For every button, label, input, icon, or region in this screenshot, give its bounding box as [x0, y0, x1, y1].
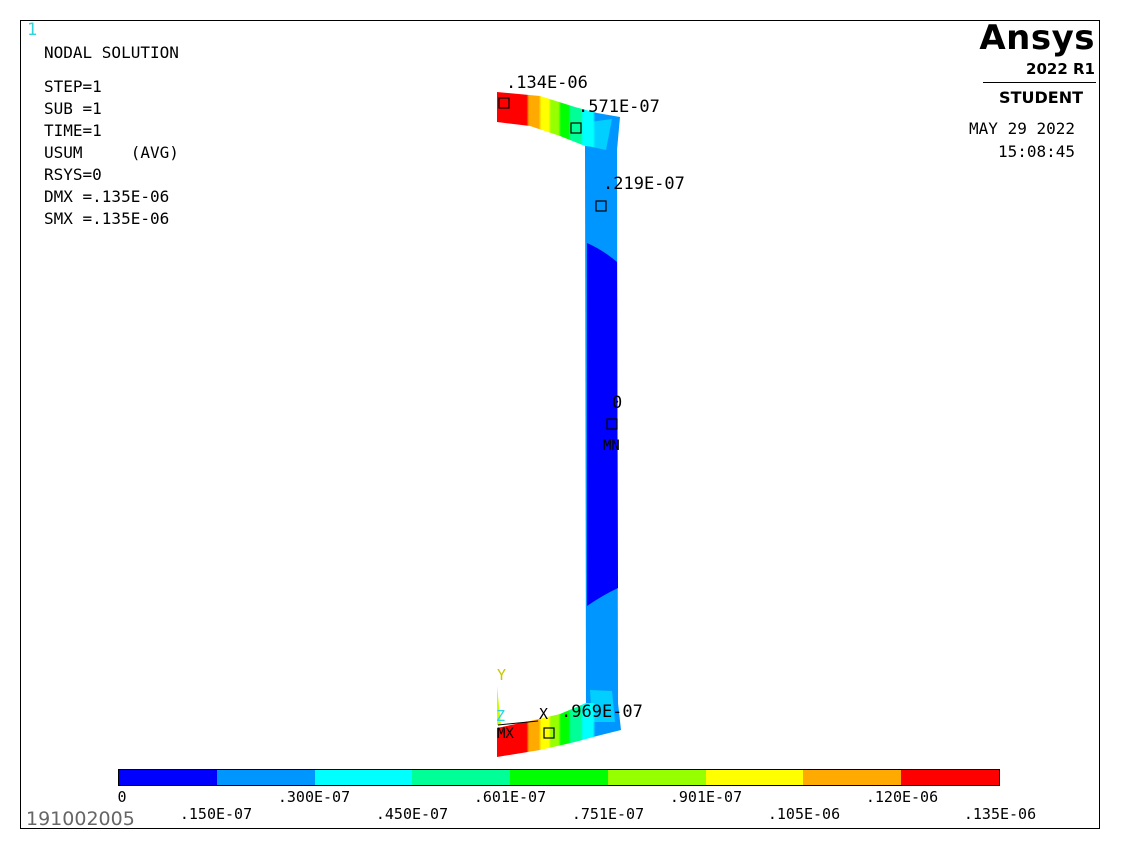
bottom-flange [497, 703, 621, 757]
graphics-window[interactable] [20, 20, 1100, 829]
legend-label: .450E-07 [375, 805, 449, 823]
legend-label: .601E-07 [473, 788, 547, 806]
contour-legend-bar [118, 769, 1000, 786]
info-time: TIME=1 [44, 121, 102, 140]
probe-marker [606, 418, 618, 430]
info-smx: SMX =.135E-06 [44, 209, 170, 228]
top-flange [497, 92, 620, 151]
info-rsys: RSYS=0 [44, 165, 102, 184]
legend-swatch [803, 770, 902, 785]
legend-swatch [412, 770, 511, 785]
legend-label: .901E-07 [669, 788, 743, 806]
plot-time: 15:08:45 [997, 142, 1075, 161]
probe-marker [595, 200, 607, 212]
legend-label: .135E-06 [963, 805, 1037, 823]
legend-label: .300E-07 [277, 788, 351, 806]
logo-divider [983, 82, 1096, 83]
probe-label-bottom: .969E-07 [561, 702, 643, 722]
legend-label: .105E-06 [767, 805, 841, 823]
info-sub: SUB =1 [44, 99, 102, 118]
plot-date: MAY 29 2022 [969, 119, 1075, 138]
top-corner-shade [590, 119, 612, 150]
legend-label: .120E-06 [865, 788, 939, 806]
triad-x-label: X [539, 705, 548, 723]
logo-edition: STUDENT [999, 88, 1083, 107]
probe-marker [543, 727, 555, 739]
info-usum: USUM (AVG) [44, 143, 179, 162]
info-step: STEP=1 [44, 77, 102, 96]
triad-x-axis [497, 720, 539, 726]
triad-y-axis [497, 686, 501, 725]
legend-swatch [901, 770, 1000, 785]
probe-marker [498, 97, 510, 109]
bottom-corner-shade [590, 690, 615, 722]
plot-title: NODAL SOLUTION [44, 43, 179, 62]
window-number: 1 [27, 20, 38, 40]
min-marker-label: MN [603, 438, 620, 454]
web-min-region [587, 243, 618, 606]
probe-label-top-right: .571E-07 [578, 97, 660, 117]
legend-label: .751E-07 [571, 805, 645, 823]
probe-label-min: 0 [612, 393, 622, 413]
jobname: 191002005 [26, 808, 135, 830]
legend-swatch [216, 770, 315, 785]
legend-swatch [510, 770, 608, 785]
legend-swatch [119, 770, 217, 785]
info-dmx: DMX =.135E-06 [44, 187, 170, 206]
max-marker-label: MX [497, 726, 514, 742]
probe-label-web-upper: .219E-07 [603, 174, 685, 194]
legend-swatch [314, 770, 413, 785]
legend-label: .150E-07 [179, 805, 253, 823]
legend-swatch [607, 770, 706, 785]
triad-z-label: Z [496, 707, 505, 725]
probe-label-top-left: .134E-06 [506, 73, 588, 93]
legend-label: 0 [117, 788, 127, 806]
legend-swatch [705, 770, 804, 785]
logo-version: 2022 R1 [1026, 60, 1095, 78]
triad-y-label: Y [497, 666, 506, 684]
probe-marker [570, 122, 582, 134]
ansys-logo: Ansys [979, 18, 1095, 58]
